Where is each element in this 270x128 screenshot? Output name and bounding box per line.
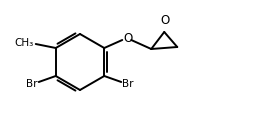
Text: CH₃: CH₃	[15, 38, 34, 48]
Text: Br: Br	[26, 79, 38, 89]
Text: O: O	[123, 33, 133, 45]
Text: O: O	[161, 14, 170, 27]
Text: Br: Br	[122, 79, 134, 89]
